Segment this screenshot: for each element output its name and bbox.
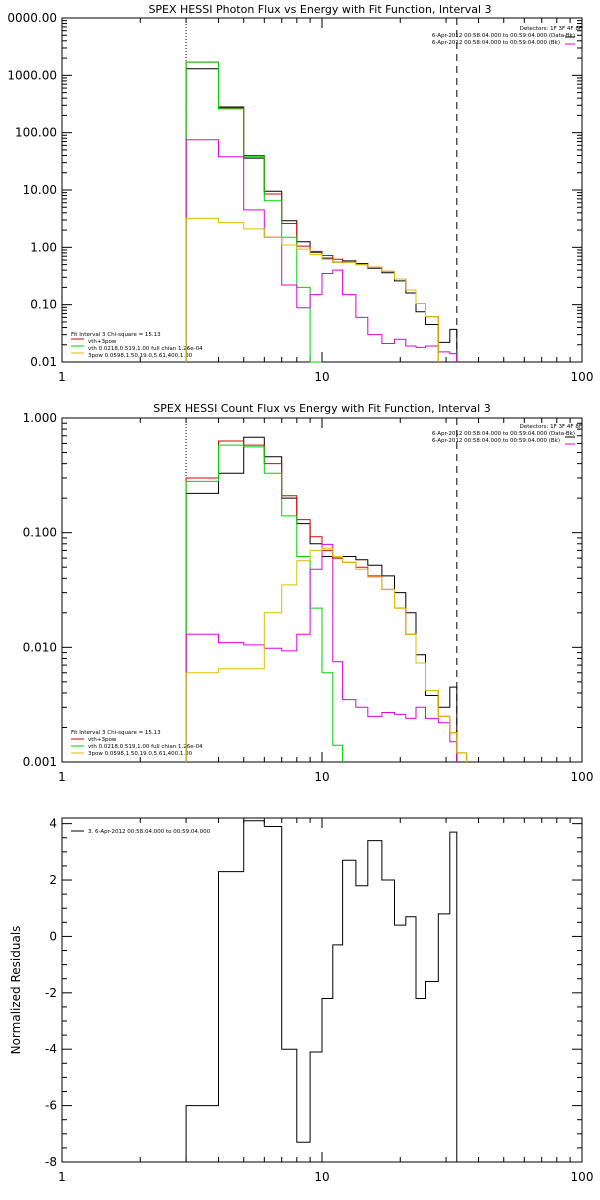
residuals-x-tick-label: 10 — [314, 1170, 329, 1184]
residuals-y-tick-label: 4 — [49, 817, 57, 831]
residuals-series-black — [185, 820, 458, 1162]
photon-flux-legend-data-bk: 6-Apr-2012 00:58:04.000 to 00:59:04.000 … — [432, 33, 575, 39]
count-flux-y-tick-label: 1.000 — [23, 411, 57, 425]
photon-flux-series-magenta — [185, 139, 458, 362]
residuals-x-tick-label: 100 — [571, 1170, 594, 1184]
residuals-y-tick-label: -4 — [45, 1042, 57, 1056]
residuals-y-tick-label: 2 — [49, 873, 57, 887]
photon-flux-frame — [61, 17, 583, 363]
residuals-y-tick-label: -8 — [45, 1155, 57, 1169]
photon-flux-x-tick-label: 10 — [314, 370, 329, 384]
photon-flux-plot: 1 10 100 0.01 0.10 1.00 10.00 100.00 1000.00 0000… — [7, 11, 593, 384]
photon-flux-y-tick-label: 1000.00 — [7, 68, 57, 82]
count-flux-legend-fit: Fit Interval 3 Chi-square = 15.13 — [71, 730, 161, 736]
residuals-y-tick-label: -6 — [45, 1099, 57, 1113]
count-flux-x-tick-label: 1 — [58, 770, 66, 784]
count-flux-series-green — [185, 444, 344, 762]
count-flux-plot: 1 10 100 0.001 0.010 0.100 1.000 — [23, 411, 594, 784]
photon-flux-y-tick-label: 0.01 — [30, 355, 57, 369]
count-flux-legend-detectors: Detectors: 1F 3F 4F 8F — [520, 424, 582, 430]
photon-flux-panel: SPEX HESSI Photon Flux vs Energy with Fi… — [71, 3, 582, 359]
count-flux-legend-3pow: 3pow 0.0598,1.50,19.0,5.61,400,1.00 — [88, 751, 193, 757]
residuals-frame — [61, 817, 583, 1163]
count-flux-x-tick-label: 100 — [571, 770, 594, 784]
residuals-y-tick-label: 0 — [49, 929, 57, 943]
photon-flux-series-black — [185, 68, 458, 362]
residuals-legend: 3. 6-Apr-2012 00:58:04.000 to 00:59:04.0… — [88, 829, 211, 835]
photon-flux-y-tick-label: 0000.00 — [7, 11, 57, 25]
count-flux-panel: SPEX HESSI Count Flux vs Energy with Fit… — [71, 402, 582, 757]
photon-flux-legend-vth: vth 0.0218,0.519,1.00 full chian 1.26e-0… — [88, 346, 203, 352]
residuals-panel: Normalized Residuals 3. 6-Apr-2012 00:58… — [9, 829, 211, 1054]
photon-flux-y-tick-label: 1.00 — [30, 240, 57, 254]
photon-flux-y-tick-label: 0.10 — [30, 298, 57, 312]
count-flux-series-red — [185, 440, 468, 762]
count-flux-frame — [61, 417, 583, 763]
residuals-plot: 1 10 100 -8 -6 -4 -2 0 2 4 — [45, 817, 593, 1184]
count-flux-x-tick-label: 10 — [314, 770, 329, 784]
photon-flux-title: SPEX HESSI Photon Flux vs Energy with Fi… — [148, 3, 491, 16]
residuals-y-tick-label: -2 — [45, 986, 57, 1000]
photon-flux-legend-detectors: Detectors: 1F 3F 4F 8F — [520, 26, 582, 32]
photon-flux-legend-fit: Fit Interval 3 Chi-square = 15.13 — [71, 332, 161, 338]
photon-flux-x-tick-label: 1 — [58, 370, 66, 384]
count-flux-y-tick-label: 0.100 — [23, 526, 57, 540]
count-flux-legend-data-bk: 6-Apr-2012 00:58:04.000 to 00:59:04.000 … — [432, 431, 575, 437]
photon-flux-series-green — [185, 61, 322, 363]
photon-flux-legend-bk: 6-Apr-2012 00:58:04.000 to 00:59:04.000 … — [432, 40, 560, 46]
count-flux-series-yellow — [185, 547, 468, 762]
count-flux-title: SPEX HESSI Count Flux vs Energy with Fit… — [153, 402, 490, 415]
count-flux-legend-vth: vth 0.0218,0.519,1.00 full chian 1.26e-0… — [88, 744, 203, 750]
count-flux-y-tick-label: 0.001 — [23, 755, 57, 769]
count-flux-legend-bk: 6-Apr-2012 00:58:04.000 to 00:59:04.000 … — [432, 438, 560, 444]
photon-flux-x-tick-label: 100 — [571, 370, 594, 384]
photon-flux-legend-3pow: 3pow 0.0598,1.50,19.0,5.61,400,1.00 — [88, 353, 193, 359]
photon-flux-y-tick-label: 100.00 — [15, 126, 57, 140]
photon-flux-series-yellow — [185, 217, 439, 362]
residuals-x-tick-label: 1 — [58, 1170, 66, 1184]
count-flux-y-tick-label: 0.010 — [23, 640, 57, 654]
residuals-ylabel: Normalized Residuals — [9, 926, 23, 1055]
count-flux-legend-vth3pow: vth+3pow — [88, 737, 117, 743]
photon-flux-legend-vth3pow: vth+3pow — [88, 339, 117, 345]
photon-flux-y-tick-label: 10.00 — [23, 183, 57, 197]
